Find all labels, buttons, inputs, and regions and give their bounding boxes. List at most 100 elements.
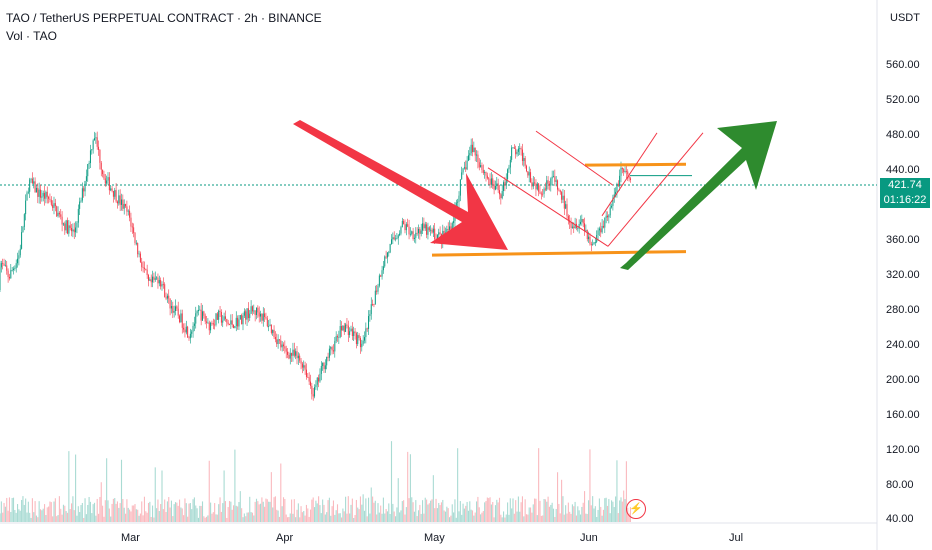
volume-bar [299, 517, 301, 522]
volume-bar [15, 512, 17, 522]
candle-body [567, 216, 569, 221]
candle-body [526, 165, 527, 172]
volume-bar [446, 506, 448, 522]
candle-body [550, 178, 552, 186]
candle-body [473, 147, 475, 152]
support-line [431, 250, 687, 257]
candle-body [119, 195, 121, 205]
candle-body [287, 351, 289, 355]
volume-bar [380, 505, 382, 522]
candle-body [299, 355, 301, 361]
volume-bars [0, 441, 631, 522]
volume-bar [53, 501, 55, 522]
volume-bar [100, 482, 102, 522]
candle-body [562, 195, 564, 200]
volume-bar [89, 501, 91, 522]
candle-body [416, 232, 418, 234]
volume-legend[interactable]: Vol · TAO [6, 29, 57, 43]
volume-bar [546, 501, 548, 522]
candle-body [362, 340, 364, 344]
volume-bar [61, 514, 63, 522]
candle-body [478, 162, 480, 168]
volume-bar [99, 496, 101, 522]
volume-bar [474, 512, 476, 522]
candle-body [67, 220, 68, 234]
volume-bar [2, 512, 4, 522]
volume-bar [600, 506, 602, 522]
volume-bar [91, 513, 93, 522]
candle-body [134, 232, 136, 243]
volume-bar [339, 513, 341, 522]
candle-body [211, 322, 213, 324]
candle-body [99, 149, 101, 163]
candle-body [4, 265, 6, 267]
volume-bar [555, 508, 557, 522]
volume-bar [315, 500, 317, 522]
candle-body [145, 268, 147, 270]
volume-bar [265, 498, 267, 522]
candle-body [37, 188, 39, 197]
candle-body [110, 188, 112, 191]
volume-bar [606, 505, 609, 522]
price-axis[interactable]: 560.00 520.00 480.00 440.00 400.00 360.0… [886, 59, 920, 525]
candle-body [152, 276, 154, 283]
candle-body [370, 304, 372, 315]
volume-bar [400, 510, 402, 522]
channel-line [601, 132, 658, 217]
volume-bar [104, 500, 106, 522]
volume-bar [260, 503, 262, 522]
volume-bar [440, 502, 442, 522]
volume-bar [432, 475, 434, 522]
candle-body [361, 343, 363, 348]
candle-body [461, 172, 463, 180]
volume-bar [624, 499, 626, 522]
volume-bar [625, 461, 627, 522]
volume-bar [447, 508, 449, 522]
volume-bar [500, 514, 502, 522]
candle-body [497, 183, 499, 191]
candle-body [520, 148, 522, 150]
candle-body [153, 276, 155, 280]
candle-body [161, 284, 163, 287]
candle-body [80, 200, 82, 202]
candle-body [226, 318, 228, 323]
volume-bar [65, 511, 67, 522]
volume-bar [29, 512, 31, 522]
symbol-title[interactable]: TAO / TetherUS PERPETUAL CONTRACT · 2h ·… [6, 11, 322, 25]
volume-bar [255, 498, 258, 522]
volume-bar [291, 499, 293, 522]
candle-body [590, 243, 592, 246]
lightning-icon[interactable]: ⚡ [626, 499, 646, 519]
candle-body [249, 313, 251, 319]
volume-bar [524, 499, 526, 522]
candle-body [613, 194, 615, 198]
candle-body [489, 179, 491, 185]
candle-body [89, 150, 91, 164]
volume-bar [358, 509, 360, 522]
candle-body [351, 328, 353, 337]
candle-body [324, 365, 326, 370]
candle-body [104, 178, 106, 184]
candle-body [535, 183, 537, 190]
candle-body [338, 337, 340, 338]
candle-body [493, 184, 495, 190]
time-tick: Mar [121, 532, 140, 544]
candle-body [588, 236, 590, 240]
candle-body [384, 256, 386, 267]
volume-bar [571, 504, 573, 522]
candle-body [23, 214, 25, 227]
candle-body [490, 178, 492, 185]
candle-body [79, 201, 81, 209]
time-axis[interactable]: Mar Apr May Jun Jul [121, 532, 743, 544]
volume-bar [142, 515, 144, 522]
volume-bar [318, 496, 320, 522]
candle-body [612, 197, 614, 206]
candle-body [624, 171, 626, 173]
candle-body [609, 207, 611, 216]
candle-body [38, 189, 40, 197]
volume-bar [39, 509, 42, 522]
volume-bar [222, 503, 224, 522]
candle-body [328, 348, 330, 358]
candle-body [138, 253, 140, 255]
